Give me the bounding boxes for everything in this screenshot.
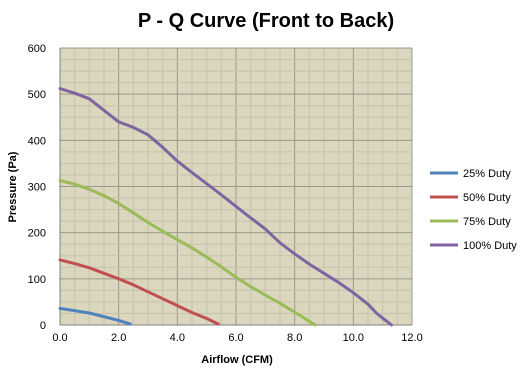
y-tick-label: 400 — [28, 135, 46, 147]
x-tick-label: 10.0 — [343, 332, 364, 344]
x-tick-label: 6.0 — [228, 332, 243, 344]
y-tick-label: 100 — [28, 274, 46, 286]
legend: 25% Duty 50% Duty 75% Duty 100% Duty — [430, 168, 517, 252]
legend-label: 50% Duty — [463, 192, 511, 204]
series-line — [58, 306, 132, 326]
axes — [59, 48, 412, 326]
series-line — [58, 87, 393, 327]
x-tick-label: 12.0 — [401, 332, 422, 344]
y-axis-label: Pressure (Pa) — [7, 151, 19, 222]
grid — [59, 47, 413, 326]
y-tick-label: 500 — [28, 89, 46, 101]
legend-label: 100% Duty — [463, 240, 517, 252]
x-tick-label: 0.0 — [52, 332, 67, 344]
series-line — [58, 179, 317, 327]
legend-label: 75% Duty — [463, 216, 511, 228]
x-tick-label: 2.0 — [111, 332, 126, 344]
y-tick-label: 300 — [28, 182, 46, 194]
series-lines — [58, 87, 393, 327]
legend-label: 25% Duty — [463, 168, 511, 180]
x-tick-label: 4.0 — [170, 332, 185, 344]
x-axis-label: Airflow (CFM) — [201, 354, 273, 366]
y-tick-label: 600 — [28, 43, 46, 55]
series-line — [58, 258, 220, 326]
y-tick-label: 200 — [28, 228, 46, 240]
y-tick-label: 0 — [40, 320, 46, 332]
tick-labels: 0.0 2.0 4.0 6.0 8.0 10.0 12.0 0 100 200 300 400 500 6… — [28, 43, 423, 344]
chart-title: P - Q Curve (Front to Back) — [138, 10, 394, 32]
x-tick-label: 8.0 — [287, 332, 302, 344]
